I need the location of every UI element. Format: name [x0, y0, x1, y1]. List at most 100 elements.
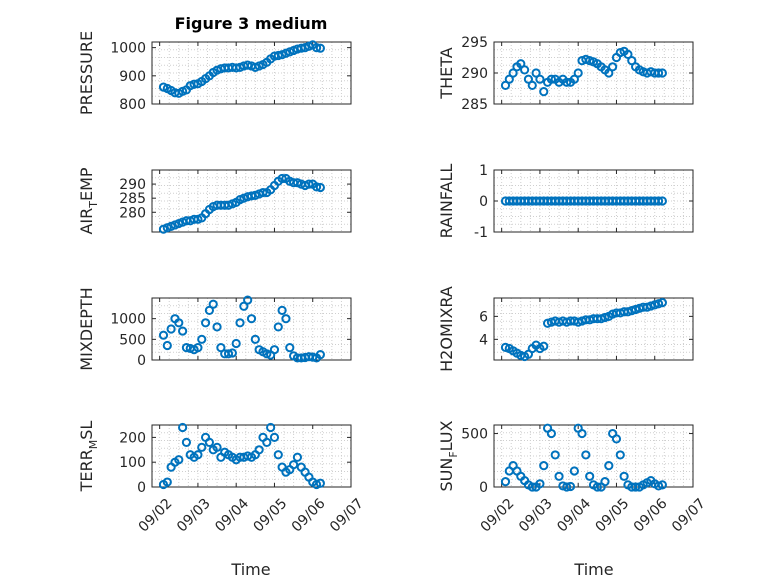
- data-point: [243, 60, 253, 70]
- x-tick-label: 09/04: [554, 496, 594, 536]
- y-tick-label: 800: [119, 97, 146, 113]
- data-point: [611, 434, 622, 444]
- data-point: [315, 182, 325, 193]
- x-tick-label: 09/04: [212, 496, 252, 536]
- data-point: [208, 299, 218, 309]
- data-point: [508, 68, 518, 78]
- data-point: [288, 460, 299, 470]
- data-point: [657, 196, 667, 206]
- data-point: [592, 482, 602, 492]
- y-axis-label: PRESSURE: [77, 31, 96, 115]
- data-point: [285, 343, 295, 353]
- data-point: [266, 422, 276, 433]
- data-point: [315, 43, 325, 53]
- data-point: [273, 450, 283, 460]
- y-tick-label: 100: [119, 455, 146, 471]
- data-point: [162, 340, 172, 351]
- x-axis-label-left: Time: [230, 560, 270, 579]
- x-tick-label: 09/06: [631, 496, 671, 536]
- axes-frame: [151, 41, 352, 105]
- data-point: [653, 68, 664, 78]
- y-axis-label: MIXDEPTH: [77, 287, 96, 370]
- y-tick-label: 500: [461, 427, 488, 443]
- data-point: [193, 343, 203, 353]
- data-point: [174, 318, 184, 328]
- subplot-theta: 285 290 295 THETA: [437, 35, 694, 113]
- data-point: [615, 450, 625, 460]
- data-point: [174, 455, 184, 465]
- data-point: [573, 68, 583, 78]
- y-tick-label: 0: [479, 194, 488, 210]
- data-point: [535, 74, 545, 84]
- y-tick-label: 1000: [110, 312, 146, 328]
- x-tick-label: 09/07: [669, 496, 709, 536]
- data-point: [311, 182, 322, 192]
- data-point: [653, 196, 664, 206]
- data-point: [189, 79, 199, 89]
- data-point: [546, 428, 557, 439]
- data-point: [569, 466, 579, 476]
- data-point: [539, 461, 549, 471]
- data-point: [657, 297, 667, 308]
- y-tick-label: -1: [474, 225, 488, 241]
- data-point: [158, 330, 169, 340]
- data-point: [546, 74, 557, 84]
- data-point: [269, 432, 280, 442]
- data-point: [231, 338, 241, 349]
- x-tick-label: 09/05: [251, 496, 291, 536]
- y-axis-label: TERRMSL: [77, 421, 100, 493]
- data-point: [243, 295, 253, 305]
- y-tick-label: 1000: [110, 41, 146, 57]
- y-axis-label: SUNFLUX: [437, 420, 460, 491]
- y-axis-label: THETA: [437, 47, 456, 99]
- data-point: [623, 49, 633, 60]
- x-axis-label-right: Time: [573, 560, 613, 579]
- y-tick-label: 290: [461, 66, 488, 82]
- data-point: [604, 461, 614, 471]
- data-point: [516, 59, 526, 69]
- data-point: [500, 80, 511, 91]
- data-point: [204, 305, 215, 315]
- data-point: [239, 301, 249, 311]
- y-tick-label: 0: [479, 480, 488, 496]
- y-tick-label: 0: [137, 353, 146, 369]
- data-point: [562, 77, 572, 87]
- x-tick-label: 09/06: [289, 496, 329, 536]
- data-point: [539, 341, 549, 351]
- data-point: [181, 437, 192, 447]
- data-point: [520, 65, 530, 75]
- data-point: [212, 322, 222, 332]
- data-point: [577, 428, 587, 439]
- y-tick-label: 500: [119, 332, 146, 348]
- subplot-pressure: 800 900 1000 PRESSURE: [77, 31, 352, 115]
- y-tick-label: 285: [461, 97, 488, 113]
- data-point: [162, 477, 172, 487]
- data-point: [235, 318, 245, 328]
- data-point: [627, 56, 637, 66]
- y-tick-label: 290: [119, 177, 146, 193]
- data-point: [523, 74, 534, 84]
- data-point: [277, 305, 287, 315]
- data-point: [292, 452, 303, 462]
- data-point: [223, 349, 234, 359]
- data-point: [527, 80, 537, 91]
- subplot-h2omixra: 4 6 H2OMIXRA: [437, 286, 694, 372]
- data-point: [273, 50, 283, 61]
- data-point: [554, 471, 564, 481]
- data-point: [600, 477, 610, 487]
- axes-frame: [151, 169, 352, 233]
- data-point: [273, 322, 283, 332]
- data-point: [178, 422, 188, 433]
- subplot-rainfall: -1 0 1 RAINFALL: [437, 163, 694, 241]
- y-tick-label: 280: [119, 205, 146, 221]
- data-point: [277, 173, 287, 184]
- y-tick-label: 200: [119, 430, 146, 446]
- data-point: [204, 437, 215, 447]
- x-tick-label: 09/03: [174, 496, 214, 536]
- data-point: [585, 471, 595, 481]
- y-axis-label: H2OMIXRA: [437, 286, 456, 372]
- x-tick-label: 09/03: [516, 496, 556, 536]
